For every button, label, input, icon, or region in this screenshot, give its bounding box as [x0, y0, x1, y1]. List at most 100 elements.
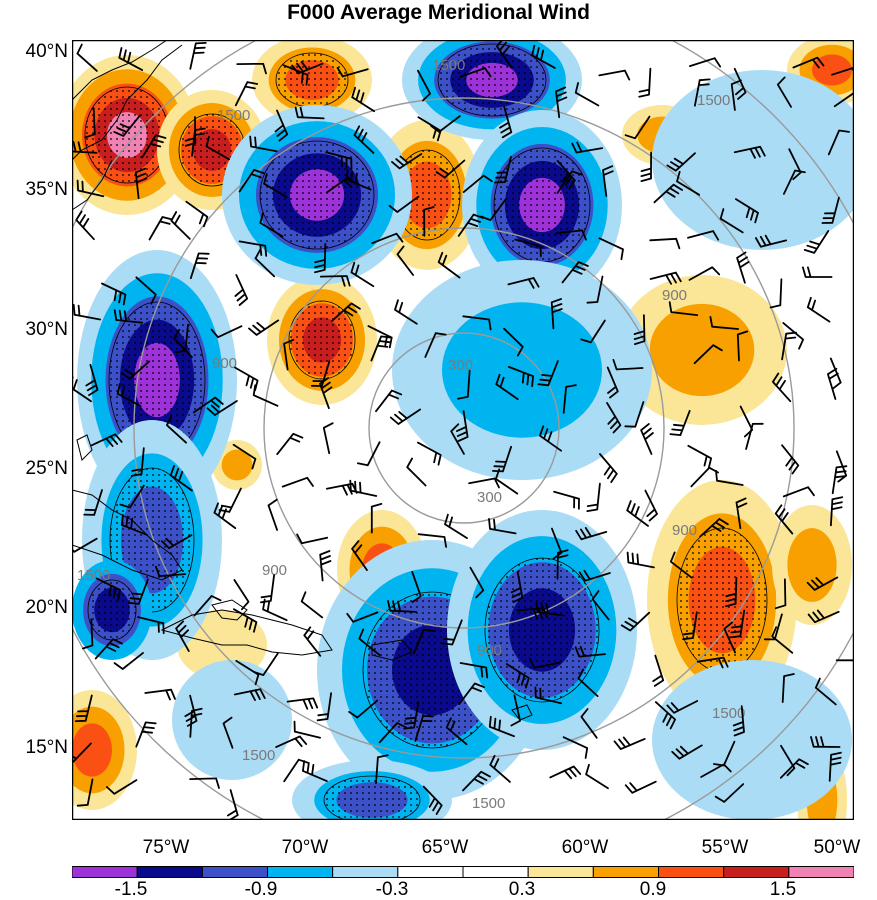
colorbar-swatch [332, 866, 399, 878]
wind-barb [175, 620, 190, 652]
wind-barb [640, 151, 652, 182]
wind-barb [286, 697, 319, 710]
wind-barb [232, 443, 257, 470]
wind-barb [148, 216, 174, 241]
colorbar-swatch [397, 866, 464, 878]
wind-barb [772, 372, 792, 403]
wind-barb [591, 590, 610, 621]
wind-barb [534, 686, 562, 705]
wind-barb [729, 609, 746, 639]
lat-label-30n: 30°N [25, 319, 68, 340]
wind-barb [437, 251, 461, 279]
wind-barb [101, 282, 127, 306]
wind-barb [75, 210, 95, 241]
wind-barb [510, 694, 521, 727]
wind-barb [174, 323, 189, 354]
wind-barb [499, 106, 513, 139]
wind-barb [462, 315, 492, 331]
lon-label-75w: 75°W [142, 837, 190, 858]
wind-barb [529, 658, 561, 669]
wind-barb [719, 208, 744, 234]
wind-barb [116, 383, 142, 407]
wind-barb [780, 758, 809, 779]
wind-barb [388, 195, 420, 213]
contour-label: 1500 [697, 92, 730, 109]
wind-barb [780, 744, 796, 777]
wind-barb [459, 662, 489, 679]
wind-barb [745, 422, 764, 450]
wind-barb [457, 369, 471, 400]
wind-barb [275, 735, 308, 748]
wind-barb [238, 169, 265, 193]
lon-label-50w: 50°W [813, 837, 861, 858]
wind-barb [792, 56, 825, 69]
wind-barb [671, 744, 703, 760]
wind-barb [375, 754, 389, 784]
wind-barb [134, 167, 148, 200]
wind-barb [802, 266, 833, 278]
wind-barb [580, 319, 606, 344]
lon-label-55w: 55°W [701, 837, 749, 858]
contour-label: 900 [262, 562, 287, 579]
wind-barb [144, 688, 176, 701]
wind-barb [462, 174, 493, 193]
wind-barb [806, 296, 831, 323]
wind-barb [571, 141, 604, 154]
wind-barb [626, 551, 655, 569]
wind-barb [302, 760, 328, 782]
wind-barb [776, 76, 792, 108]
wind-barb [233, 688, 266, 701]
wind-barb [394, 299, 418, 325]
wind-barb [459, 67, 492, 78]
map-title: F000 Average Meridional Wind [287, 1, 590, 24]
wind-barb [170, 211, 191, 240]
contour-label: 300 [477, 489, 502, 506]
wind-barb [827, 367, 839, 400]
wind-barb [234, 274, 249, 306]
wind-barb [555, 229, 587, 241]
wind-barb [118, 47, 144, 71]
wind-barb [788, 148, 802, 181]
contour-label: 1500 [77, 567, 110, 584]
wind-barb [210, 325, 243, 339]
wind-barb [249, 135, 278, 153]
wind-barb [155, 565, 187, 577]
wind-barb [319, 377, 333, 410]
wind-barb [94, 638, 123, 660]
wind-barb [723, 621, 736, 654]
wind-barb [441, 619, 463, 646]
wind-barb [83, 489, 103, 516]
wind-barb [503, 327, 524, 357]
wind-barb [535, 601, 565, 617]
wind-barb [189, 42, 207, 70]
wind-barb [696, 656, 729, 669]
wind-barb [495, 468, 519, 495]
wind-barb [456, 410, 469, 442]
wind-barb [417, 441, 442, 466]
wind-barb [319, 550, 332, 582]
wind-barb [135, 721, 157, 748]
wind-barb [234, 81, 259, 107]
shading-contour [221, 449, 253, 481]
wind-barb [296, 533, 329, 545]
wind-barb [351, 540, 368, 571]
wind-barb [450, 423, 465, 455]
wind-barb [653, 183, 683, 204]
wind-barb [669, 409, 691, 436]
wind-barb [510, 571, 524, 603]
wind-barb [191, 127, 206, 157]
wind-barb [222, 716, 234, 749]
wind-barb [293, 720, 321, 739]
wind-barb [72, 742, 92, 764]
wind-barb [514, 238, 542, 257]
wind-barb [814, 677, 837, 706]
wind-barb [378, 722, 407, 744]
wind-barb [414, 715, 434, 742]
wind-barb [276, 432, 304, 456]
wind-barb [668, 301, 699, 316]
wind-barb [113, 309, 144, 324]
wind-barb [687, 444, 712, 469]
wind-barb [322, 422, 334, 455]
wind-barb [137, 616, 165, 635]
wind-barb [135, 276, 157, 305]
